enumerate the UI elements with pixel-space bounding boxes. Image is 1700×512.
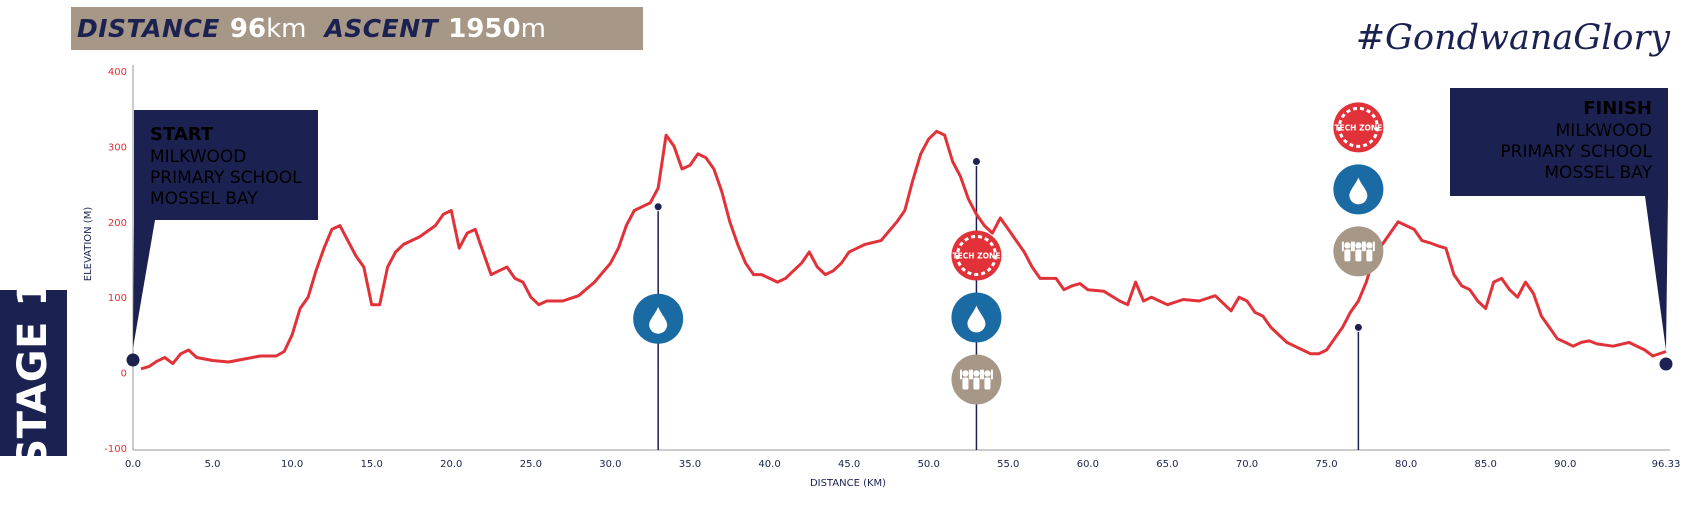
x-tick-label: 96.33 bbox=[1652, 459, 1681, 470]
water-drop-icon bbox=[1349, 177, 1368, 205]
aid-station-dot bbox=[653, 202, 663, 212]
x-tick-label: 75.0 bbox=[1315, 459, 1337, 470]
marker-stems bbox=[657, 161, 1360, 450]
ascent-unit: m bbox=[520, 13, 546, 44]
finish-box bbox=[1450, 88, 1668, 196]
x-tick-label: 60.0 bbox=[1077, 459, 1099, 470]
distance-unit: km bbox=[266, 13, 307, 44]
x-tick-label: 90.0 bbox=[1554, 459, 1576, 470]
x-tick-label: 70.0 bbox=[1236, 459, 1258, 470]
aid-station-1 bbox=[633, 293, 684, 344]
start-line-3: MOSSEL BAY bbox=[150, 189, 258, 209]
finish-callout-pointer bbox=[1645, 196, 1668, 350]
x-tick-label: 65.0 bbox=[1156, 459, 1178, 470]
water-drop-icon bbox=[967, 305, 986, 333]
finish-line-3: MOSSEL BAY bbox=[1544, 163, 1652, 183]
finish-line-1: MILKWOOD bbox=[1556, 121, 1652, 141]
y-tick-label: 300 bbox=[108, 142, 127, 153]
finish-line-2: PRIMARY SCHOOL bbox=[1500, 142, 1652, 162]
x-tick-label: 5.0 bbox=[205, 459, 221, 470]
hashtag: #GondwanaGlory bbox=[1355, 18, 1670, 58]
start-line-2: PRIMARY SCHOOL bbox=[150, 168, 302, 188]
y-axis-label: ELEVATION (M) bbox=[83, 207, 94, 282]
marker-dots bbox=[653, 156, 1363, 332]
elevation-profile-line bbox=[140, 129, 1667, 371]
x-tick-label: 25.0 bbox=[520, 459, 542, 470]
start-callout-pointer bbox=[133, 220, 155, 348]
x-tick-label: 15.0 bbox=[361, 459, 383, 470]
x-tick-label: 45.0 bbox=[838, 459, 860, 470]
aid-station-3: TECH ZONE bbox=[1333, 102, 1384, 277]
finish-point bbox=[1659, 357, 1673, 371]
x-tick-label: 0.0 bbox=[125, 459, 141, 470]
marker-icons: TECH ZONE TECH ZONE bbox=[633, 102, 1384, 405]
gear-ring-icon bbox=[955, 234, 997, 276]
start-point bbox=[126, 353, 140, 367]
distance-value: 96 bbox=[229, 13, 267, 44]
x-tick-label: 35.0 bbox=[679, 459, 701, 470]
x-tick-label: 20.0 bbox=[440, 459, 462, 470]
spectators-icon bbox=[959, 369, 993, 390]
tech-zone-label: TECH ZONE bbox=[1334, 123, 1382, 132]
start-title: START bbox=[150, 124, 214, 145]
gear-ring-icon bbox=[1337, 106, 1379, 148]
distance-label: DISTANCE bbox=[77, 14, 220, 43]
x-tick-label: 40.0 bbox=[758, 459, 780, 470]
water-drop-icon bbox=[649, 306, 668, 334]
aid-station-2: TECH ZONE bbox=[951, 230, 1002, 405]
finish-title: FINISH bbox=[1583, 98, 1652, 119]
y-tick-label: 100 bbox=[108, 293, 127, 304]
x-tick-label: 55.0 bbox=[997, 459, 1019, 470]
ascent-value: 1950 bbox=[448, 13, 521, 44]
tech-zone-label: TECH ZONE bbox=[953, 251, 1001, 260]
start-callout: START MILKWOOD PRIMARY SCHOOL MOSSEL BAY bbox=[133, 110, 318, 348]
y-tick-label: 200 bbox=[108, 218, 127, 229]
y-tick-label: 0 bbox=[121, 369, 127, 380]
x-tick-label: 10.0 bbox=[281, 459, 303, 470]
spectators-icon bbox=[1341, 241, 1375, 262]
x-axis-label: DISTANCE (KM) bbox=[810, 478, 886, 489]
x-tick-label: 30.0 bbox=[599, 459, 621, 470]
finish-callout: FINISH MILKWOOD PRIMARY SCHOOL MOSSEL BA… bbox=[1450, 88, 1668, 350]
chart-axes bbox=[132, 65, 1670, 451]
aid-station-dot bbox=[1353, 322, 1363, 332]
start-line-1: MILKWOOD bbox=[150, 147, 246, 167]
stage-tab: STAGE 1 bbox=[0, 278, 67, 468]
x-tick-label: 85.0 bbox=[1475, 459, 1497, 470]
ascent-label: ASCENT bbox=[324, 14, 439, 43]
x-tick-label: 50.0 bbox=[918, 459, 940, 470]
start-box bbox=[134, 110, 318, 220]
y-tick-label: 400 bbox=[108, 67, 127, 78]
aid-station-dot bbox=[971, 156, 981, 166]
chart-ticks: 0.0 5.0 10.0 15.0 20.0 25.0 30.0 35.0 40.0 45.0 50… bbox=[104, 67, 1680, 470]
y-tick-label: -100 bbox=[104, 444, 127, 455]
x-tick-label: 80.0 bbox=[1395, 459, 1417, 470]
stats-banner: DISTANCE 96 km ASCENT 1950 m bbox=[71, 7, 643, 50]
